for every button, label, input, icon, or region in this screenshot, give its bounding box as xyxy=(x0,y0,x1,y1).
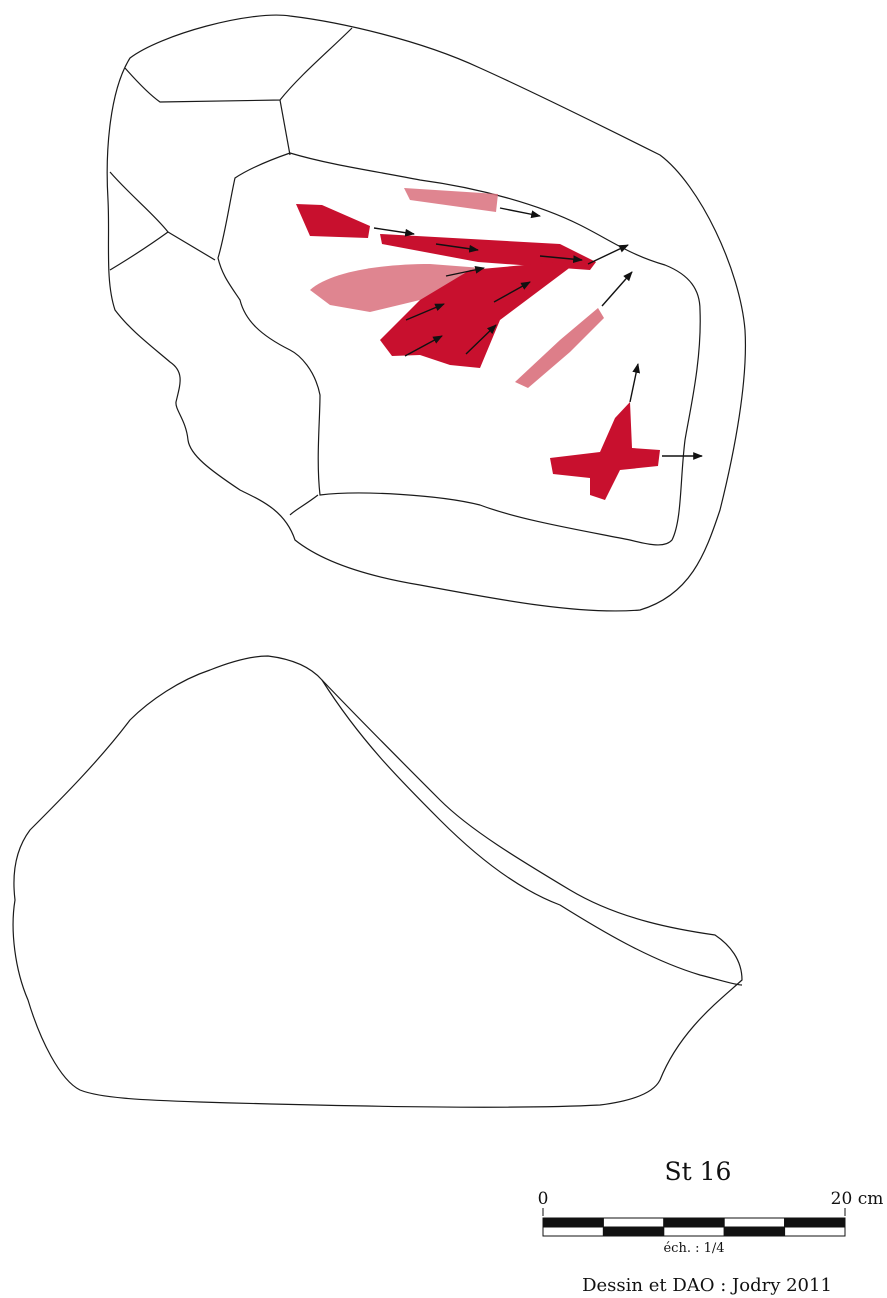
direction-arrow xyxy=(445,265,485,277)
scale-segment xyxy=(723,1217,786,1228)
engraved-surface xyxy=(217,152,701,546)
scale-ratio-label: éch. : 1/4 xyxy=(663,1241,724,1256)
scale-segment xyxy=(663,1217,725,1228)
profile-ridge xyxy=(321,679,743,986)
credit-label: Dessin et DAO : Jodry 2011 xyxy=(582,1275,832,1296)
stone-cortex xyxy=(106,14,747,612)
trace-dark xyxy=(550,402,660,500)
direction-arrow xyxy=(629,363,641,403)
scale-segment xyxy=(602,1217,665,1228)
profile-view xyxy=(12,655,743,1108)
stone-profile xyxy=(12,655,743,1108)
direction-arrow xyxy=(404,335,443,357)
engraving-traces xyxy=(296,188,660,500)
scale-start-label: 0 xyxy=(538,1189,549,1209)
top-view xyxy=(106,14,747,612)
plate-annotations: St 16 0 20 cm éch. : 1/4 Dessin et DAO :… xyxy=(538,1157,884,1296)
direction-arrow xyxy=(493,281,531,303)
scale-bar: 0 20 cm éch. : 1/4 xyxy=(538,1189,884,1256)
scale-segment xyxy=(542,1226,604,1237)
trace-dark xyxy=(296,204,370,238)
trace-dark xyxy=(380,234,596,270)
scale-segment xyxy=(723,1226,786,1237)
direction-arrow xyxy=(499,207,541,219)
cortex-division xyxy=(124,27,353,103)
cortex-division xyxy=(167,231,216,261)
direction-arrow xyxy=(405,303,445,321)
direction-arrow xyxy=(373,227,415,237)
scale-end-label: 20 cm xyxy=(831,1189,884,1209)
trace-light xyxy=(310,264,482,312)
scale-segment xyxy=(784,1217,846,1228)
scale-segments xyxy=(542,1217,846,1237)
scale-segment xyxy=(663,1226,725,1237)
scale-segment xyxy=(784,1226,846,1237)
direction-arrows xyxy=(373,207,703,460)
direction-arrow xyxy=(587,244,629,265)
direction-arrow xyxy=(435,243,479,253)
direction-arrow xyxy=(465,324,497,355)
cortex-division xyxy=(289,494,319,516)
cortex-division xyxy=(279,99,291,156)
scale-segment xyxy=(602,1226,665,1237)
specimen-label: St 16 xyxy=(665,1157,732,1186)
trace-light xyxy=(515,308,604,388)
direction-arrow xyxy=(601,271,633,307)
direction-arrow xyxy=(539,255,583,264)
cortex-division xyxy=(109,171,169,271)
trace-light xyxy=(404,188,498,212)
scale-segment xyxy=(542,1217,604,1228)
